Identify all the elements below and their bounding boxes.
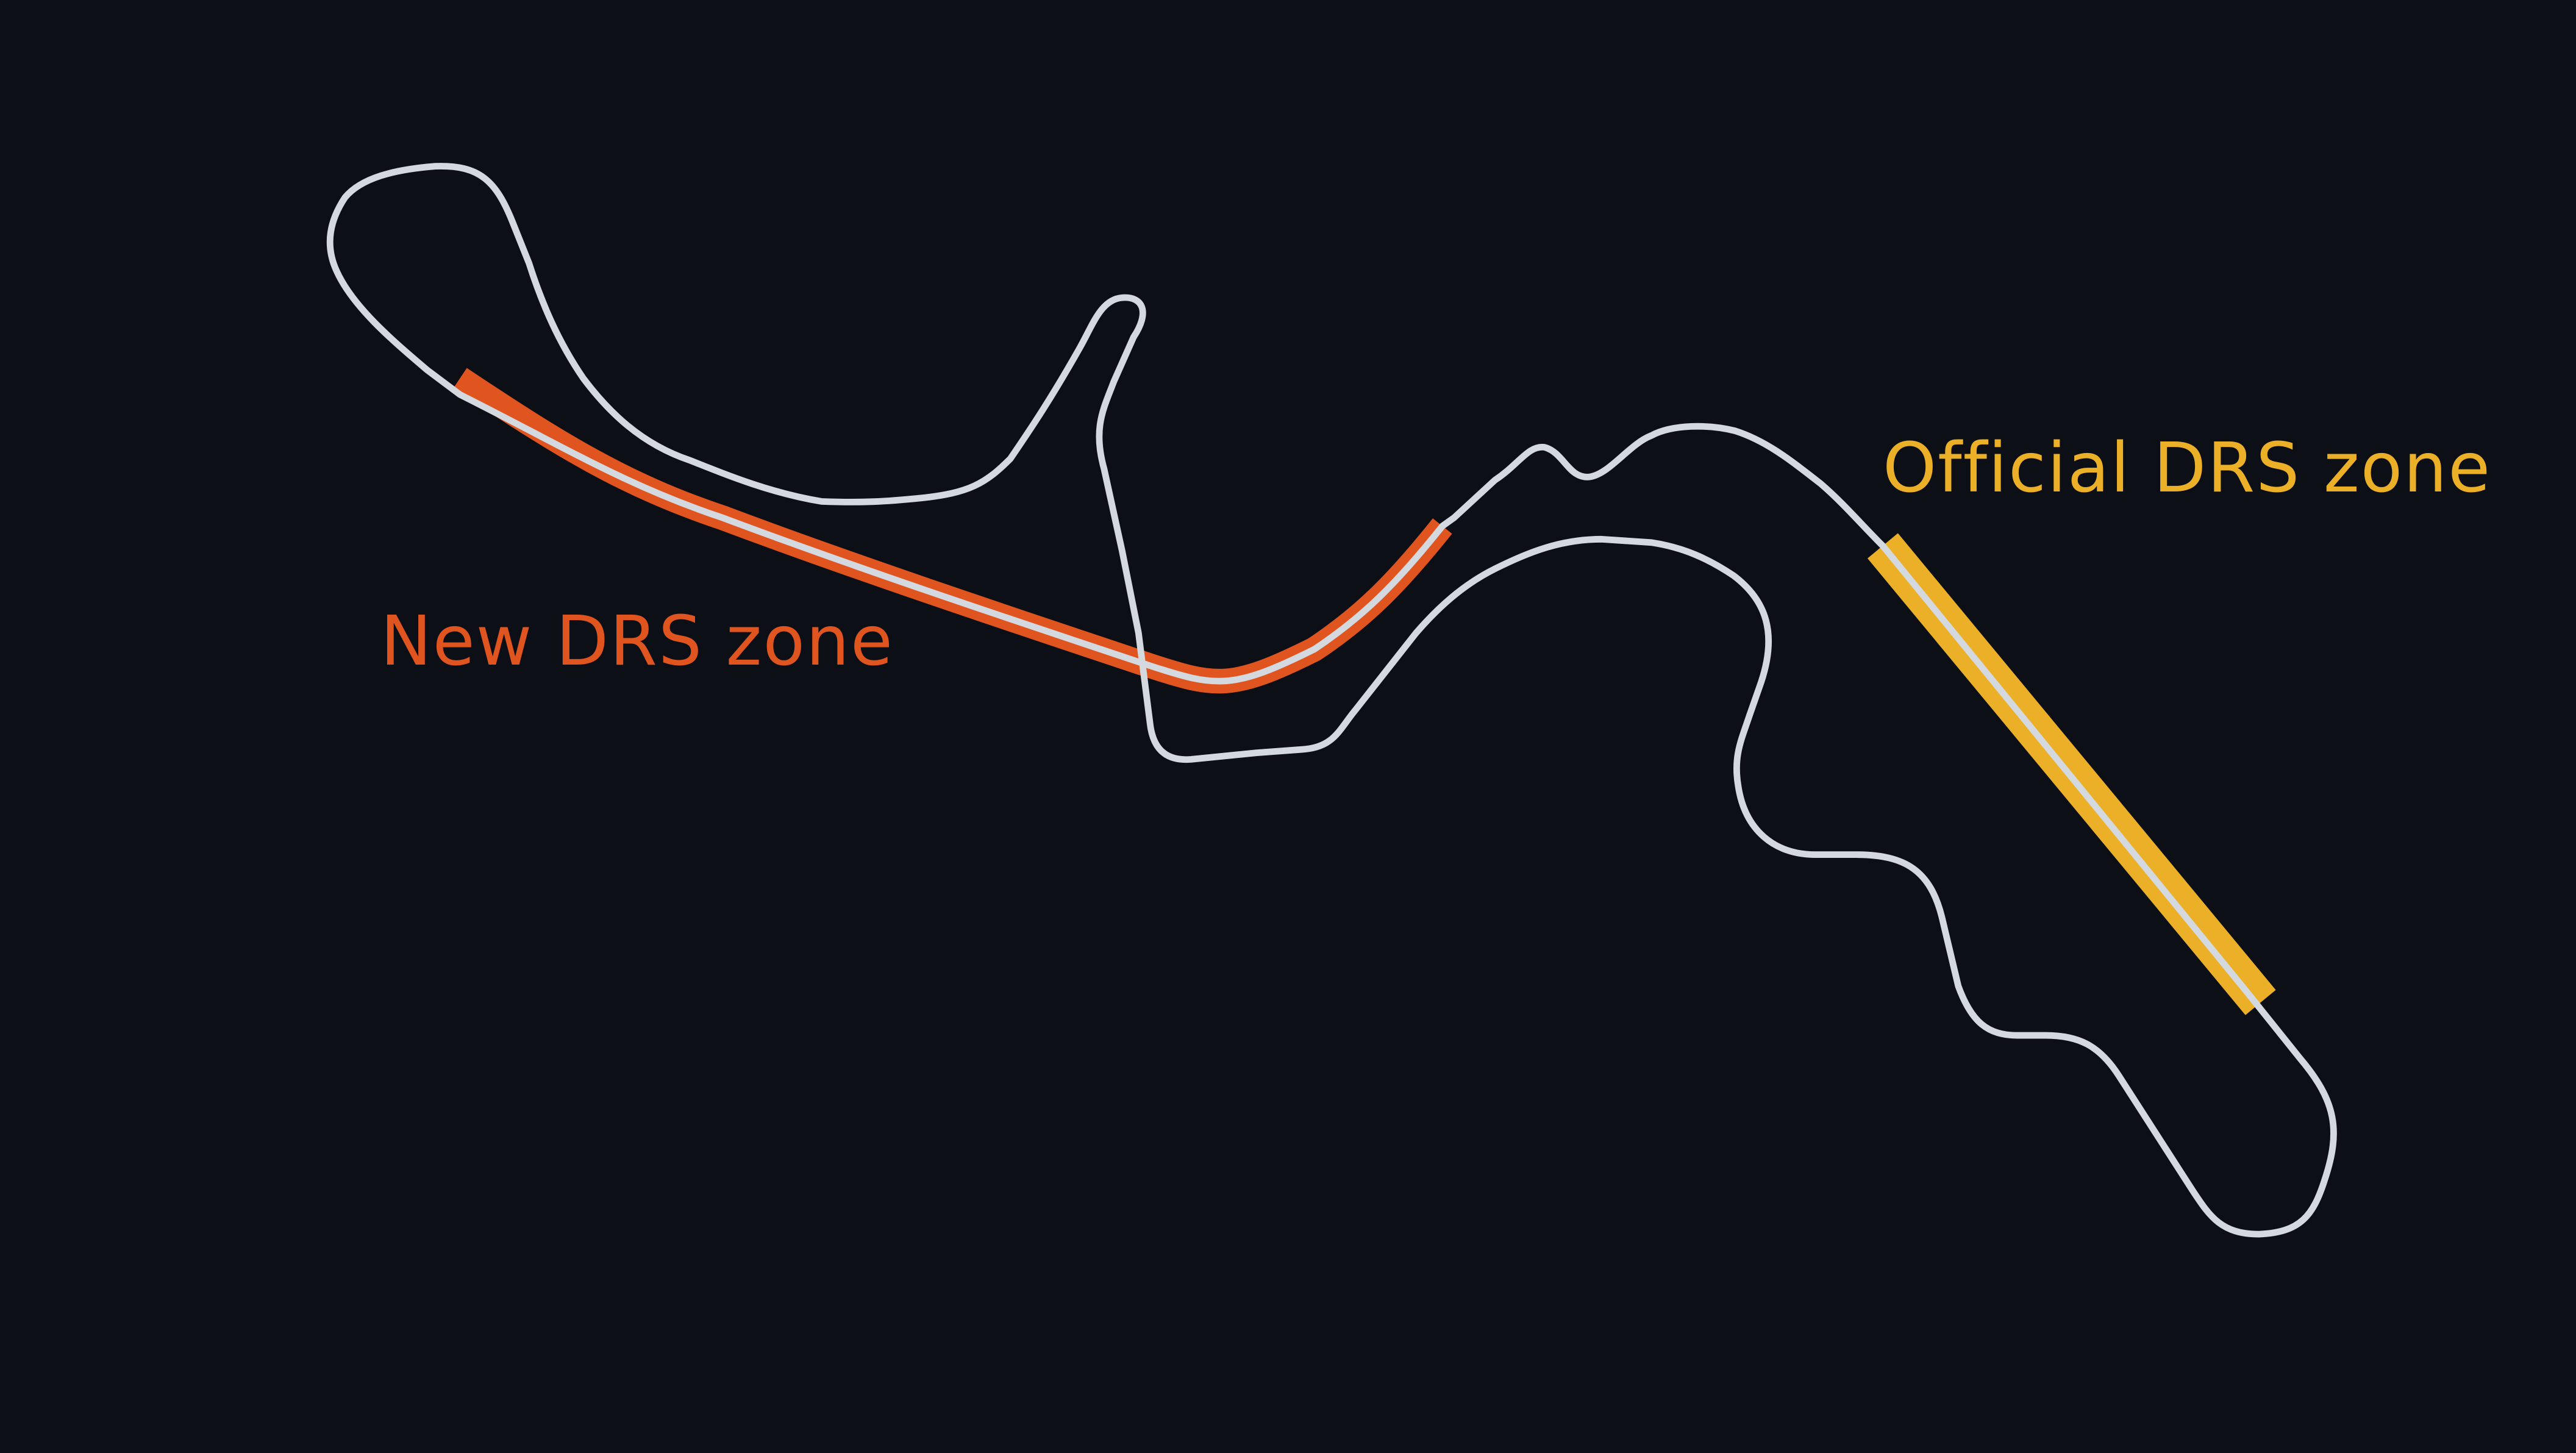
circuit-outline [326, 163, 2337, 1238]
official-drs-zone-label: Official DRS zone [1883, 429, 2492, 508]
new-drs-zone-label: New DRS zone [380, 602, 894, 681]
